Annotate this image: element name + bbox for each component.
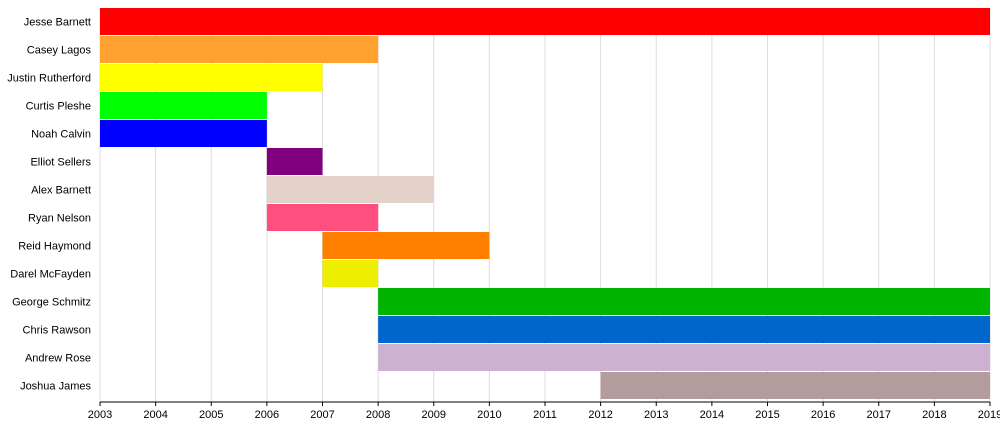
x-tick-label: 2013	[644, 409, 668, 421]
x-tick-label: 2018	[922, 409, 946, 421]
member-label: Justin Rutherford	[7, 73, 91, 85]
bar-elliot-sellers	[266, 148, 323, 175]
member-bars	[100, 8, 990, 399]
x-tick-label: 2016	[811, 409, 835, 421]
bar-darel-mcfayden	[322, 260, 379, 287]
member-label: George Schmitz	[12, 297, 91, 309]
x-axis-ticks: 2003 2004 2005 2006 2007 2008 2009 2010 2011 2012…	[88, 402, 1000, 421]
x-tick-label: 2005	[199, 409, 223, 421]
bar-casey-lagos	[100, 36, 379, 63]
member-label: Alex Barnett	[31, 185, 91, 197]
bar-curtis-pleshe	[100, 92, 267, 119]
x-tick-label: 2006	[255, 409, 279, 421]
bar-alex-barnett	[266, 176, 434, 203]
x-tick-label: 2019	[978, 409, 1000, 421]
x-tick-label: 2009	[422, 409, 446, 421]
x-tick-label: 2012	[588, 409, 612, 421]
member-label: Casey Lagos	[27, 45, 92, 57]
x-tick-label: 2010	[477, 409, 501, 421]
bar-reid-haymond	[322, 232, 490, 259]
member-label: Chris Rawson	[23, 325, 91, 337]
bar-jesse-barnett	[100, 8, 990, 35]
bar-andrew-rose	[378, 344, 990, 371]
bar-george-schmitz	[378, 288, 990, 315]
x-tick-label: 2008	[366, 409, 390, 421]
member-label: Curtis Pleshe	[26, 101, 91, 113]
member-label: Joshua James	[20, 381, 91, 393]
member-label: Reid Haymond	[18, 241, 91, 253]
x-tick-label: 2007	[310, 409, 334, 421]
bar-chris-rawson	[378, 316, 990, 343]
member-label: Ryan Nelson	[28, 213, 91, 225]
member-label: Elliot Sellers	[30, 157, 91, 169]
bar-joshua-james	[600, 372, 990, 399]
member-label: Noah Calvin	[31, 129, 91, 141]
bar-noah-calvin	[100, 120, 267, 147]
member-labels: Jesse Barnett Casey Lagos Justin Rutherfor…	[7, 17, 91, 393]
bar-justin-rutherford	[100, 64, 323, 91]
x-tick-label: 2011	[533, 409, 557, 421]
x-tick-label: 2003	[88, 409, 112, 421]
x-tick-label: 2015	[755, 409, 779, 421]
member-label: Andrew Rose	[25, 353, 91, 365]
bar-ryan-nelson	[266, 204, 379, 231]
member-label: Darel McFayden	[10, 269, 91, 281]
x-tick-label: 2004	[143, 409, 167, 421]
member-label: Jesse Barnett	[24, 17, 91, 29]
x-tick-label: 2017	[867, 409, 891, 421]
x-tick-label: 2014	[700, 409, 724, 421]
